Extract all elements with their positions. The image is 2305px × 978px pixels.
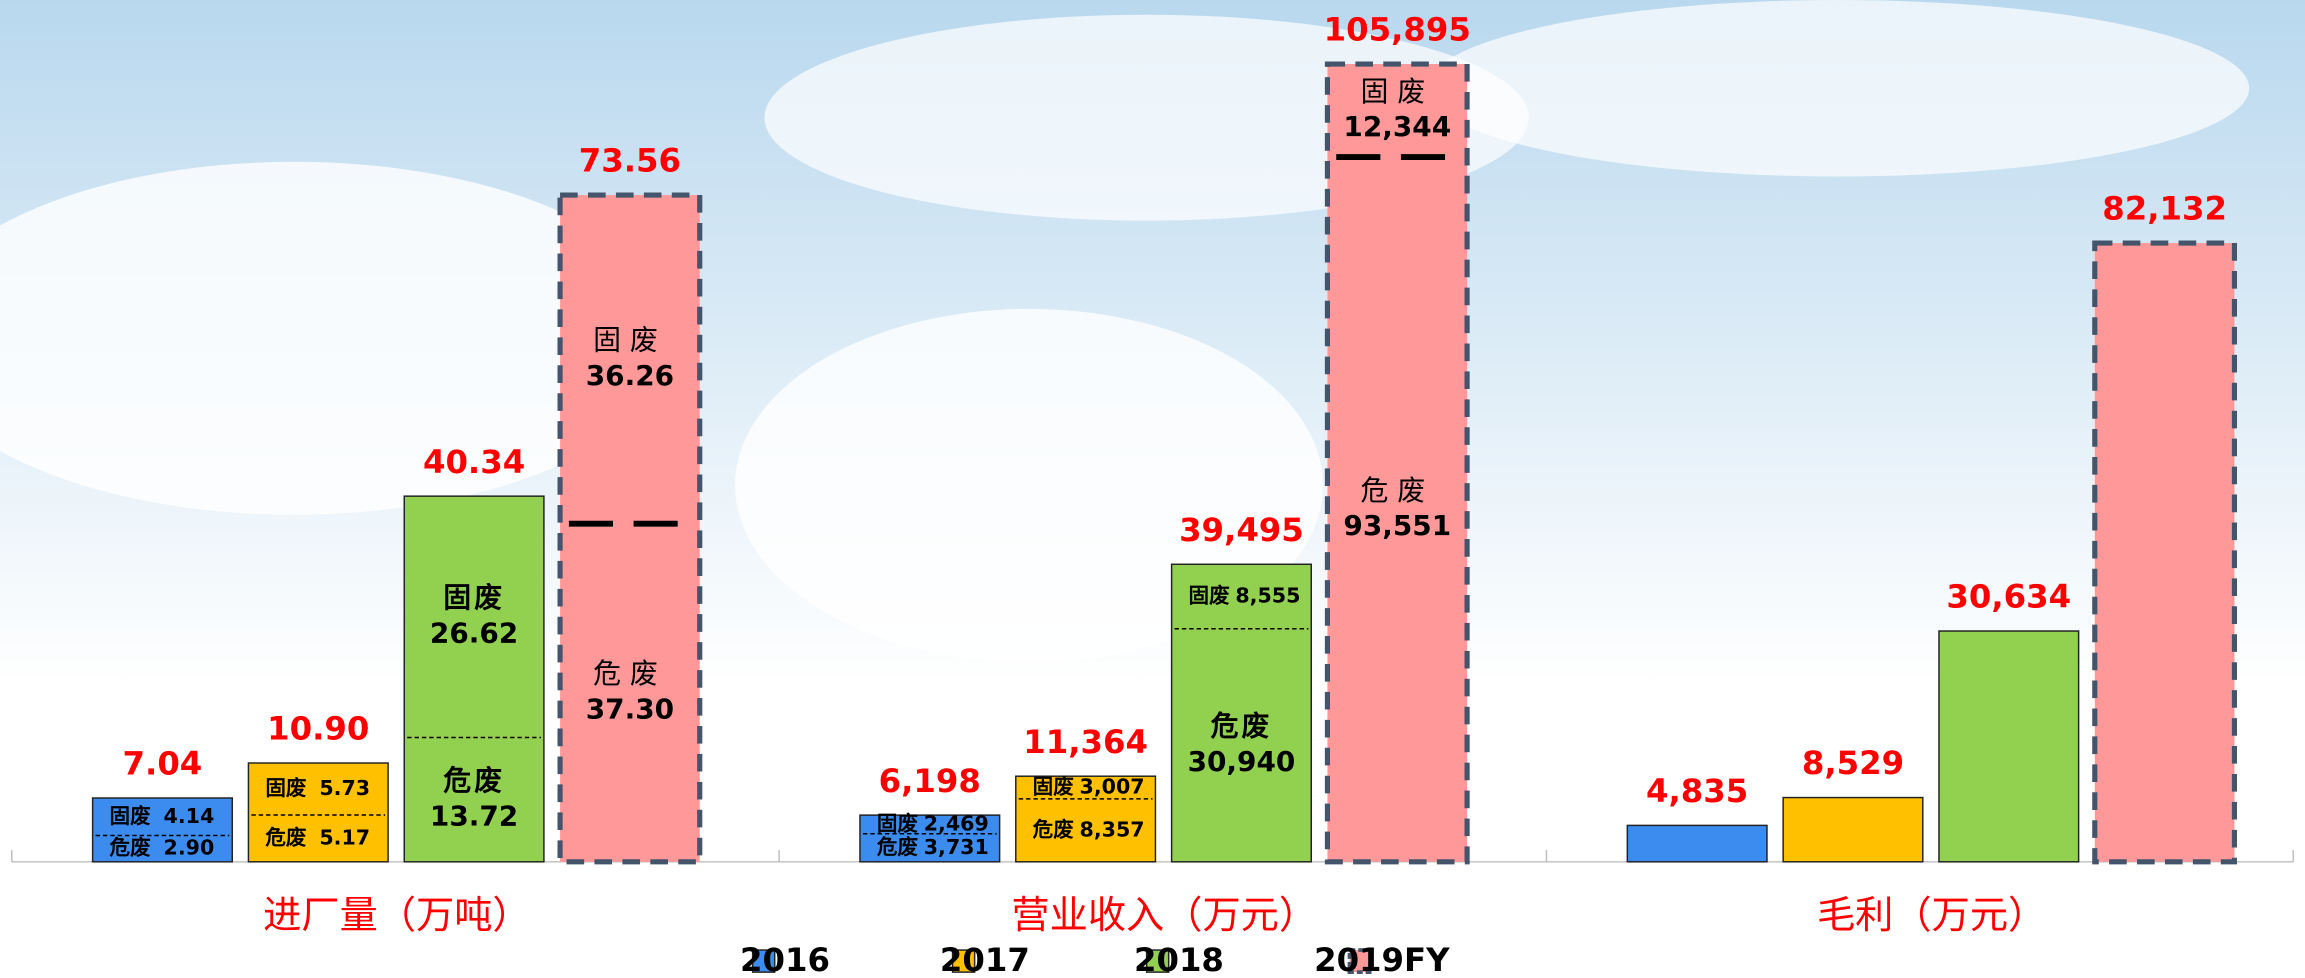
segment-name: 危废 [1361,474,1434,507]
value-label: 11,364 [1023,723,1148,761]
legend-swatch [1347,948,1374,974]
segment-name: 危废 [1211,710,1273,743]
segment-value: 4.14 [164,804,215,828]
segment-name: 固废 [265,776,307,800]
cloud [1425,0,2250,177]
value-label: 6,198 [879,762,981,800]
segment-value: 13.72 [430,799,518,832]
legend-label: 2018 [1134,941,1224,978]
bar [247,762,389,863]
legend-label: 2016 [740,941,830,978]
legend-swatch [1145,949,1170,973]
segment-value: 36.26 [586,359,674,392]
bar [91,797,233,863]
segment-name: 固废 [1361,75,1434,108]
segment-value: 30,940 [1188,745,1296,778]
legend-swatch [751,949,776,973]
value-label: 7.04 [123,745,203,783]
segment-name: 危废 [109,836,152,860]
bar [557,192,703,865]
bar [859,814,1001,863]
value-label: 105,895 [1324,11,1471,49]
legend-swatch [951,949,976,973]
bar [1626,824,1768,863]
legend-label: 2019FY [1314,941,1450,978]
segment-value: 37.30 [586,692,674,725]
segment-name: 危废 [876,835,919,859]
segment-value: 5.73 [319,776,370,800]
segment-value: 2,469 [924,811,989,835]
value-label: 73.56 [579,142,681,180]
value-label: 4,835 [1646,772,1748,810]
segment-name: 危废 [593,657,666,690]
segment-name: 危废 [264,825,307,849]
segment-value: 2.90 [164,836,215,860]
bar [2092,240,2238,865]
segment-value: 8,555 [1235,583,1300,607]
segment-name: 固废 [110,804,152,828]
segment-name: 固废 [593,324,666,357]
cloud [0,161,677,515]
segment-value: 3,007 [1080,775,1145,799]
value-label: 39,495 [1179,511,1304,549]
value-label: 82,132 [2102,190,2227,228]
bar [403,495,545,863]
value-label: 10.90 [267,710,369,748]
segment-name: 固废 [1033,775,1075,799]
bar [1938,630,2080,863]
value-label: 30,634 [1946,578,2071,616]
segment-name: 危废 [1032,817,1075,841]
value-label: 40.34 [423,443,525,481]
segment-value: 12,344 [1343,110,1451,143]
segment-value: 26.62 [430,616,518,649]
segment-value: 93,551 [1343,509,1451,542]
segment-name: 危废 [443,764,505,797]
bar [1170,563,1312,863]
segment-name: 固废 [1189,583,1231,607]
segment-value: 3,731 [924,835,989,859]
segment-name: 固废 [877,811,919,835]
bar [1782,796,1924,863]
group-label: 毛利（万元） [1817,894,2046,938]
segment-value: 8,357 [1080,817,1145,841]
segment-name: 固废 [443,581,505,614]
value-label: 8,529 [1802,744,1904,782]
bar [1015,775,1157,863]
group-label: 营业收入（万元） [1011,894,1317,938]
legend-label: 2017 [940,941,1030,978]
group-label: 进厂量（万吨） [263,894,530,938]
segment-value: 5.17 [319,825,370,849]
bar [1324,61,1470,865]
